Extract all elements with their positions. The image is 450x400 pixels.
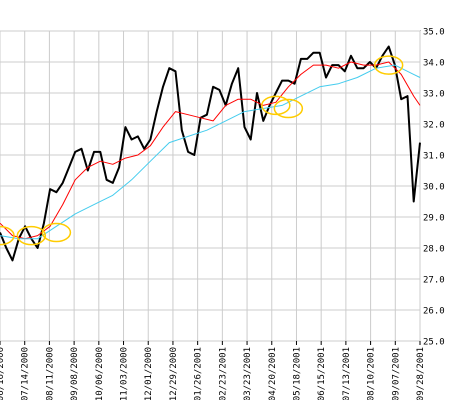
y-tick-label: 29.0 — [423, 214, 445, 224]
highlight-ellipse — [273, 98, 304, 119]
y-tick-label: 33.0 — [423, 90, 445, 100]
y-tick-label: 31.0 — [423, 152, 445, 162]
x-tick-label: 12/29/2000 — [169, 347, 179, 400]
y-tick-label: 26.0 — [423, 307, 445, 317]
y-tick-label: 25.0 — [423, 338, 445, 348]
x-axis-ticks: 06/16/2000 07/14/2000 08/11/2000 09/08/2000… — [0, 347, 426, 400]
x-tick-label: 06/15/2001 — [317, 347, 327, 400]
short-ma-line — [0, 61, 421, 240]
highlight-ellipse — [0, 225, 15, 246]
y-tick-label: 34.0 — [423, 59, 445, 69]
highlight-ellipse — [261, 95, 291, 116]
x-tick-label: 06/16/2000 — [0, 347, 6, 400]
x-tick-label: 04/20/2001 — [268, 347, 278, 400]
x-tick-label: 05/18/2001 — [292, 347, 302, 400]
highlight-markers — [0, 55, 404, 246]
series-lines — [0, 45, 421, 262]
y-tick-label: 32.0 — [423, 121, 445, 131]
x-tick-label: 07/13/2001 — [342, 347, 352, 400]
x-tick-label: 10/06/2000 — [95, 347, 105, 400]
highlight-ellipse — [373, 55, 404, 75]
x-tick-label: 09/08/2000 — [70, 347, 80, 400]
x-tick-label: 11/03/2000 — [120, 347, 130, 400]
x-tick-label: 12/01/2000 — [144, 347, 154, 400]
x-tick-label: 09/28/2001 — [416, 347, 426, 400]
y-tick-label: 35.0 — [423, 28, 445, 38]
x-tick-label: 07/14/2000 — [21, 347, 31, 400]
x-tick-label: 08/10/2001 — [367, 347, 377, 400]
y-axis-ticks: 35.0 34.0 33.0 32.0 31.0 30.0 29.0 28.0 27.0 26.0… — [0, 28, 445, 348]
y-tick-label: 28.0 — [423, 245, 445, 255]
highlight-ellipse — [16, 225, 47, 246]
x-tick-label: 08/11/2000 — [45, 347, 55, 400]
x-tick-label: 09/07/2001 — [391, 347, 401, 400]
x-tick-label: 03/23/2001 — [243, 347, 253, 400]
y-tick-label: 30.0 — [423, 183, 445, 193]
x-tick-label: 01/26/2001 — [194, 347, 204, 400]
highlight-ellipse — [41, 222, 72, 243]
x-tick-label: 02/23/2001 — [218, 347, 228, 400]
long-ma-line — [0, 64, 421, 240]
price-line — [0, 45, 421, 262]
y-tick-label: 27.0 — [423, 276, 445, 286]
